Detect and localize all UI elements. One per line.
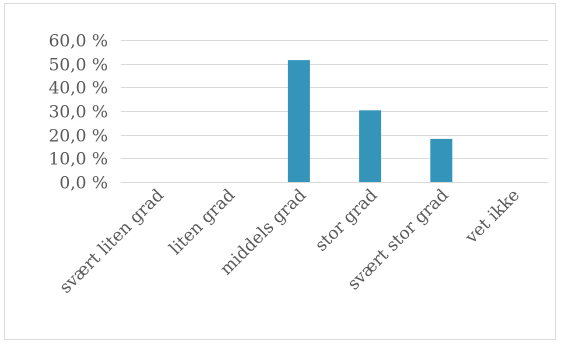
chart-area — [4, 3, 556, 340]
y-tick-label: 40,0 % — [49, 79, 108, 99]
x-tick-label: stor grad — [311, 185, 381, 255]
x-tick-label: svært liten grad — [56, 185, 168, 297]
y-tick-label: 10,0 % — [49, 150, 108, 170]
bar-4 — [430, 138, 453, 182]
bars — [287, 60, 453, 182]
x-tick-label: liten grad — [166, 185, 240, 259]
y-tick-label: 20,0 % — [49, 127, 108, 147]
y-tick-label: 60,0 % — [49, 32, 108, 52]
bar-3 — [359, 110, 382, 182]
y-tick-label: 30,0 % — [49, 103, 108, 123]
y-tick-label: 50,0 % — [49, 56, 108, 76]
x-tick-label: vet ikke — [461, 185, 524, 248]
gridlines — [121, 40, 548, 183]
y-axis-tick-labels: 0,0 % 10,0 % 20,0 % 30,0 % 40,0 % 50,0 % 60,0 … — [49, 32, 108, 194]
y-tick-label: 0,0 % — [59, 174, 108, 194]
bar-2 — [287, 60, 310, 182]
